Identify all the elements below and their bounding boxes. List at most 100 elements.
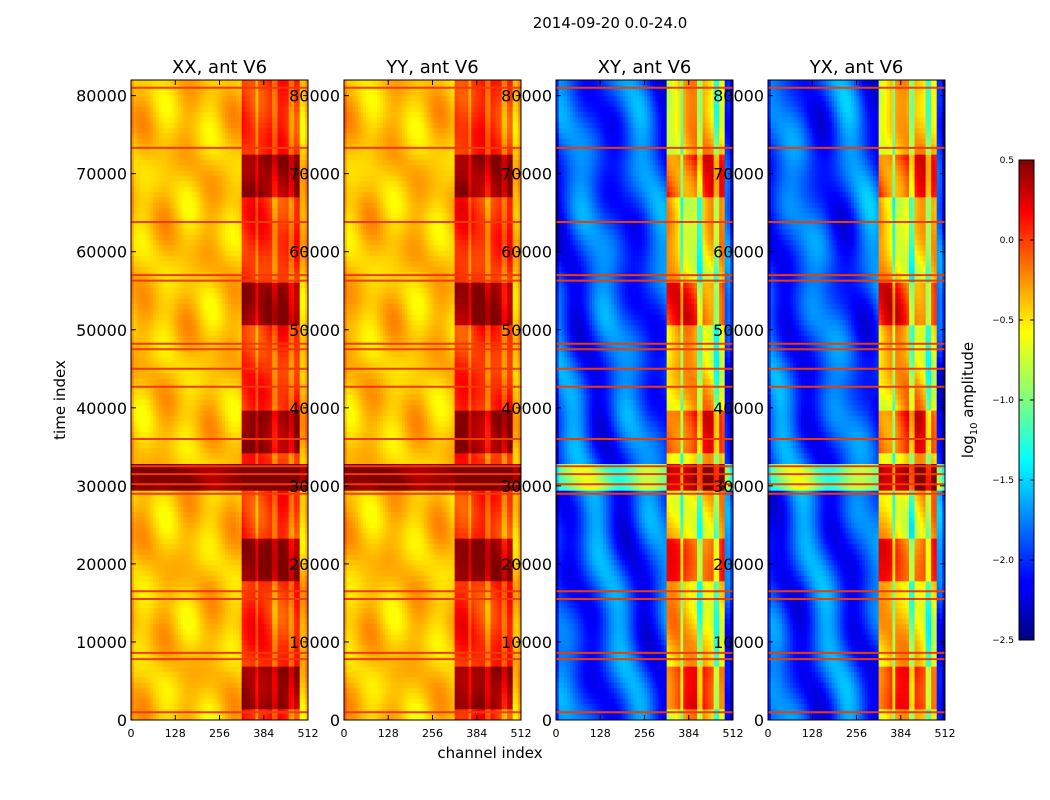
heatmap-cell	[305, 282, 309, 289]
heatmap-cell	[299, 474, 303, 481]
heatmap-cell	[296, 426, 301, 433]
heatmap-cell	[249, 213, 254, 220]
heatmap-cell	[280, 293, 284, 300]
heatmap-cell	[155, 378, 160, 385]
heatmap-cell	[211, 165, 215, 172]
heatmap-cell	[291, 192, 295, 198]
heatmap-cell	[296, 256, 301, 262]
heatmap-cell	[200, 293, 204, 300]
heatmap-cell	[161, 208, 165, 214]
heatmap-cell	[291, 330, 295, 337]
heatmap-cell	[144, 208, 148, 214]
heatmap-cell	[249, 112, 254, 118]
heatmap-cell	[269, 421, 273, 428]
heatmap-cell	[238, 474, 243, 481]
heatmap-cell	[136, 458, 140, 465]
heatmap-cell	[186, 373, 190, 380]
heatmap-cell	[211, 213, 215, 220]
heatmap-cell	[288, 266, 292, 273]
heatmap-cell	[302, 266, 306, 273]
heatmap-cell	[169, 128, 173, 134]
heatmap-cell	[255, 282, 259, 289]
heatmap-cell	[283, 234, 287, 241]
heatmap-cell	[241, 458, 245, 465]
heatmap-cell	[255, 90, 259, 97]
heatmap-cell	[200, 128, 204, 134]
heatmap-cell	[194, 80, 198, 86]
heatmap-cell	[272, 373, 276, 380]
heatmap-cell	[178, 405, 182, 412]
heatmap-cell	[139, 176, 143, 182]
heatmap-cell	[305, 453, 309, 460]
heatmap-cell	[136, 496, 140, 502]
heatmap-cell	[153, 250, 157, 257]
heatmap-cell	[258, 240, 262, 246]
heatmap-cell	[166, 213, 171, 220]
heatmap-cell	[244, 352, 248, 358]
heatmap-cell	[213, 154, 218, 161]
heatmap-cell	[299, 202, 303, 209]
heatmap-cell	[280, 410, 284, 417]
heatmap-cell	[205, 400, 209, 406]
heatmap-cell	[139, 320, 143, 326]
heatmap-cell	[230, 325, 234, 332]
heatmap-cell	[139, 90, 143, 97]
heatmap-cell	[133, 282, 137, 289]
heatmap-cell	[144, 117, 148, 124]
heatmap-cell	[166, 117, 171, 124]
heatmap-cell	[186, 181, 190, 188]
heatmap-cell	[230, 400, 234, 406]
heatmap-cell	[252, 101, 256, 108]
heatmap-cell	[169, 485, 173, 492]
heatmap-cell	[189, 432, 193, 438]
heatmap-cell	[153, 474, 157, 481]
heatmap-cell	[202, 96, 207, 102]
heatmap-cell	[291, 138, 295, 145]
heatmap-cell	[183, 122, 187, 129]
heatmap-cell	[296, 133, 301, 140]
heatmap-cell	[252, 432, 256, 438]
heatmap-cell	[211, 394, 215, 401]
heatmap-cell	[194, 133, 198, 140]
heatmap-cell	[155, 138, 160, 145]
heatmap-cell	[230, 320, 234, 326]
heatmap-cell	[144, 389, 148, 396]
heatmap-cell	[205, 389, 209, 396]
heatmap-cell	[164, 186, 168, 193]
heatmap-cell	[211, 410, 215, 417]
heatmap-cell	[191, 421, 196, 428]
heatmap-cell	[225, 208, 229, 214]
heatmap-cell	[291, 453, 295, 460]
heatmap-cell	[260, 245, 265, 252]
heatmap-cell	[131, 213, 135, 220]
heatmap-cell	[213, 186, 218, 193]
heatmap-cell	[175, 432, 179, 438]
heatmap-cell	[197, 330, 201, 337]
heatmap-cell	[194, 117, 198, 124]
heatmap-cell	[225, 128, 229, 134]
heatmap-cell	[252, 112, 256, 118]
heatmap-cell	[294, 186, 298, 193]
heatmap-cell	[222, 117, 226, 124]
heatmap-cell	[225, 90, 229, 97]
heatmap-cell	[302, 149, 306, 156]
heatmap-cell	[272, 176, 276, 182]
heatmap-cell	[150, 314, 154, 321]
heatmap-cell	[178, 165, 182, 172]
heatmap-cell	[144, 282, 148, 289]
heatmap-cell	[172, 133, 176, 140]
heatmap-cell	[197, 378, 201, 385]
heatmap-cell	[155, 192, 160, 198]
heatmap-cell	[291, 357, 295, 364]
heatmap-cell	[255, 122, 259, 129]
heatmap-cell	[178, 448, 182, 454]
heatmap-cell	[233, 357, 237, 364]
heatmap-cell	[296, 362, 301, 369]
heatmap-cell	[180, 320, 184, 326]
heatmap-cell	[305, 266, 309, 273]
heatmap-cell	[208, 304, 212, 310]
heatmap-cell	[164, 80, 168, 86]
heatmap-cell	[244, 373, 248, 380]
heatmap-cell	[133, 181, 137, 188]
heatmap-cell	[142, 256, 146, 262]
